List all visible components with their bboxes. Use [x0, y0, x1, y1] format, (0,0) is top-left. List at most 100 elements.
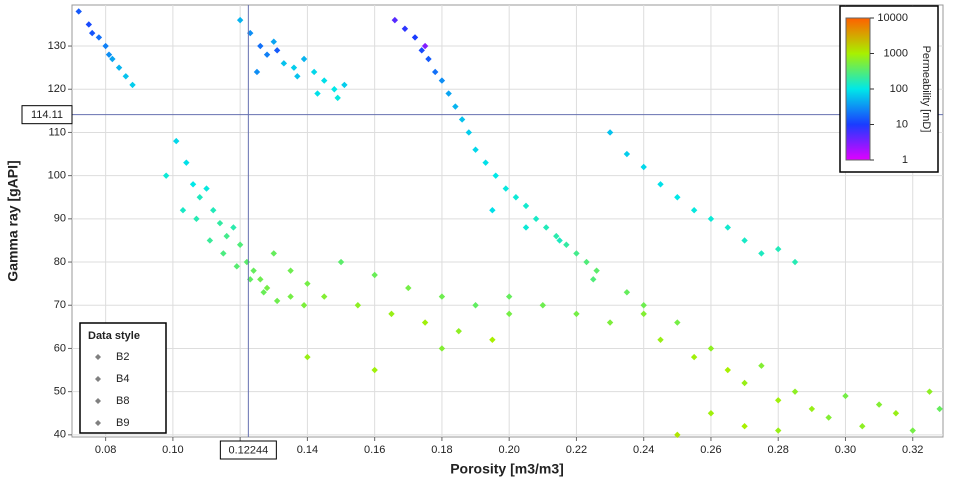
y-tick-label: 120 — [48, 83, 66, 95]
point — [542, 224, 550, 231]
point — [331, 86, 338, 93]
point — [553, 232, 560, 240]
legend-title: Data style — [88, 330, 140, 342]
point — [220, 250, 227, 257]
point — [425, 55, 432, 63]
point — [418, 47, 425, 54]
point — [371, 271, 378, 279]
point — [250, 267, 257, 274]
x-tick-label: 0.30 — [835, 444, 856, 456]
point — [438, 293, 446, 300]
point — [263, 284, 271, 292]
point — [233, 263, 240, 270]
point — [573, 310, 580, 318]
point — [640, 302, 647, 309]
point — [791, 388, 799, 395]
point — [875, 401, 883, 408]
colorbar-tick-label: 10000 — [877, 12, 908, 24]
point — [179, 207, 187, 214]
point — [321, 77, 328, 84]
y-tick-label: 50 — [54, 386, 66, 398]
legend-marker — [95, 398, 101, 404]
point — [707, 410, 715, 417]
point — [294, 73, 301, 80]
legend-label: B4 — [116, 373, 129, 385]
point — [88, 29, 96, 37]
x-tick-label: 0.24 — [633, 444, 654, 456]
point — [758, 362, 765, 369]
y-axis-label: Gamma ray [gAPI] — [5, 160, 21, 281]
legend-label: B9 — [116, 417, 129, 429]
point — [563, 241, 570, 248]
point — [95, 34, 103, 41]
x-tick-label: 0.28 — [768, 444, 789, 456]
point — [236, 241, 244, 248]
point — [724, 366, 731, 374]
point — [512, 194, 520, 201]
point — [657, 336, 664, 343]
point — [257, 276, 264, 283]
point — [707, 215, 715, 223]
colorbar-label: Permeability [mD] — [920, 46, 932, 133]
point — [606, 129, 614, 136]
point — [532, 215, 540, 223]
point — [657, 181, 664, 188]
point — [304, 280, 311, 287]
point — [502, 185, 510, 192]
point — [314, 90, 321, 97]
point — [210, 207, 217, 214]
point — [431, 68, 439, 76]
point — [253, 68, 261, 76]
colorbar-tick-label: 10 — [896, 118, 908, 130]
legend-marker — [95, 420, 101, 426]
point — [287, 293, 294, 300]
point — [472, 146, 479, 153]
point — [334, 94, 341, 102]
point — [690, 207, 698, 214]
point — [808, 405, 816, 413]
x-tick-label: 0.32 — [902, 444, 923, 456]
x-tick-label: 0.26 — [700, 444, 721, 456]
point — [230, 224, 237, 231]
point — [421, 42, 429, 50]
point — [455, 327, 462, 335]
crosshair-y-label: 114.11 — [31, 109, 63, 121]
point — [472, 302, 479, 309]
point — [492, 172, 499, 179]
point — [341, 81, 348, 89]
x-tick-label: 0.18 — [431, 444, 452, 456]
point — [75, 8, 82, 15]
point — [926, 388, 933, 395]
point — [421, 319, 429, 326]
x-axis-label: Porosity [m3/m3] — [450, 461, 564, 477]
point — [674, 431, 681, 439]
crosshair-x-box — [219, 440, 277, 460]
crosshair-y-box — [21, 105, 73, 125]
point — [236, 16, 244, 24]
point — [102, 42, 109, 50]
y-tick-label: 90 — [54, 213, 66, 225]
point — [842, 392, 849, 400]
crosshair-x-label: 0.12244 — [228, 444, 268, 456]
y-tick-label: 70 — [54, 299, 66, 311]
point — [388, 310, 395, 318]
point — [273, 297, 281, 305]
point — [321, 293, 328, 300]
points — [75, 8, 943, 439]
point — [583, 258, 590, 266]
point — [85, 21, 93, 28]
point — [162, 172, 170, 179]
point — [556, 237, 563, 244]
point — [290, 64, 298, 71]
point — [354, 302, 362, 309]
legend-marker — [95, 354, 101, 360]
point — [741, 423, 748, 430]
y-tick-label: 100 — [48, 170, 66, 182]
y-tick-label: 80 — [54, 256, 66, 268]
colorbar-tick-label: 100 — [890, 83, 908, 95]
point — [482, 159, 489, 166]
point — [522, 224, 530, 231]
point — [196, 194, 203, 201]
point — [206, 237, 214, 244]
